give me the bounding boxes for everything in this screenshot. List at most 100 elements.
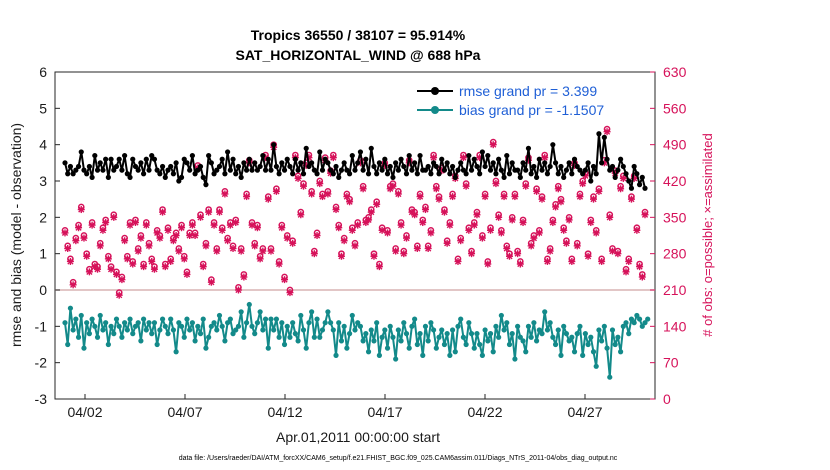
bias-point [455, 323, 461, 329]
rmse-point [506, 171, 513, 177]
bias-point [119, 334, 125, 340]
rmse-point [422, 167, 429, 173]
bias-point [618, 349, 624, 355]
rmse-point [268, 167, 274, 173]
bias-point [222, 338, 228, 344]
obs-assimilated-marker [370, 252, 378, 260]
rmse-point [111, 167, 117, 173]
bias-point [444, 331, 450, 337]
obs-assimilated-marker [286, 289, 294, 297]
rmse-point [496, 156, 502, 162]
rmse-point [292, 156, 298, 162]
obs-assimilated-marker [275, 260, 283, 268]
obs-assimilated-marker [104, 255, 112, 263]
obs-assimilated-marker [530, 234, 538, 242]
obs-assimilated-marker [237, 247, 245, 255]
obs-assimilated-marker [75, 224, 83, 232]
rmse-point [262, 167, 269, 173]
rmse-point [276, 171, 282, 177]
rmse-point [542, 160, 548, 166]
bias-point [214, 327, 220, 333]
rmse-point [140, 171, 147, 177]
obs-assimilated-marker [487, 226, 495, 234]
bias-point [230, 331, 236, 337]
bias-point [254, 320, 261, 326]
bias-point [330, 327, 336, 333]
obs-assimilated-marker [354, 221, 362, 229]
bias-point [604, 345, 610, 351]
rmse-point [452, 174, 458, 180]
bias-point [487, 331, 494, 337]
obs-assimilated-marker [421, 206, 429, 214]
obs-assimilated-marker [107, 265, 115, 273]
obs-assimilated-marker [435, 195, 443, 203]
obs-assimilated-marker [638, 273, 646, 281]
bias-series [62, 301, 651, 380]
obs-assimilated-marker [121, 237, 129, 245]
rmse-point [544, 171, 551, 177]
obs-assimilated-marker [224, 237, 232, 245]
obs-assimilated-marker [543, 257, 551, 265]
right-y-tick-label: 210 [663, 282, 687, 298]
bias-point [200, 316, 206, 322]
bias-point [566, 338, 572, 344]
bias-point [585, 341, 591, 348]
rmse-point [433, 163, 439, 170]
rmse-point [132, 163, 139, 170]
obs-assimilated-marker [332, 206, 340, 214]
rmse-point [355, 160, 361, 166]
obs-assimilated-marker [118, 276, 126, 284]
rmse-point [479, 149, 485, 155]
obs-assimilated-marker [397, 221, 405, 229]
rmse-point [243, 167, 250, 173]
right-y-tick-label: 280 [663, 246, 687, 262]
rmse-point [466, 152, 472, 159]
obs-assimilated-marker [367, 208, 375, 216]
obs-assimilated-marker [389, 182, 397, 190]
bias-point [379, 334, 385, 340]
rmse-point [620, 163, 626, 170]
rmse-point [195, 167, 201, 173]
bias-point [601, 323, 607, 329]
obs-assimilated-marker [538, 195, 546, 203]
bias-point [433, 345, 439, 351]
bias-point [241, 334, 247, 340]
rmse-point [178, 174, 185, 180]
rmse-point [412, 160, 418, 166]
rmse-series [62, 131, 648, 191]
rmse-point [344, 167, 350, 173]
rmse-point [86, 163, 92, 170]
rmse-point [192, 171, 198, 177]
bias-point [149, 331, 155, 337]
rmse-point [401, 163, 407, 170]
obs-assimilated-marker [608, 247, 616, 255]
bias-point [599, 338, 605, 344]
rmse-point [200, 174, 206, 180]
rmse-point [81, 167, 87, 173]
bias-point [531, 320, 537, 326]
bias-point [569, 334, 575, 340]
bias-point [238, 309, 244, 315]
bias-point [412, 316, 418, 322]
obs-assimilated-marker [248, 221, 256, 229]
obs-assimilated-marker [481, 193, 489, 201]
rmse-point [463, 171, 469, 177]
rmse-point [596, 131, 602, 137]
obs-assimilated-marker [99, 226, 107, 234]
bias-point [414, 341, 420, 348]
obs-assimilated-marker [197, 213, 205, 221]
rmse-point [173, 160, 179, 166]
right-y-tick-label: 420 [663, 173, 687, 189]
bias-point [563, 331, 570, 337]
bias-point [300, 327, 307, 333]
rmse-point [612, 174, 618, 180]
bias-point [466, 320, 472, 326]
obs-assimilated-marker [592, 229, 600, 237]
bias-point [409, 323, 415, 329]
obs-assimilated-marker [210, 221, 218, 229]
bias-point [636, 316, 643, 322]
bias-point [84, 320, 90, 326]
obs-assimilated-marker [554, 185, 562, 193]
bias-point [374, 320, 380, 326]
rmse-point [430, 160, 437, 166]
